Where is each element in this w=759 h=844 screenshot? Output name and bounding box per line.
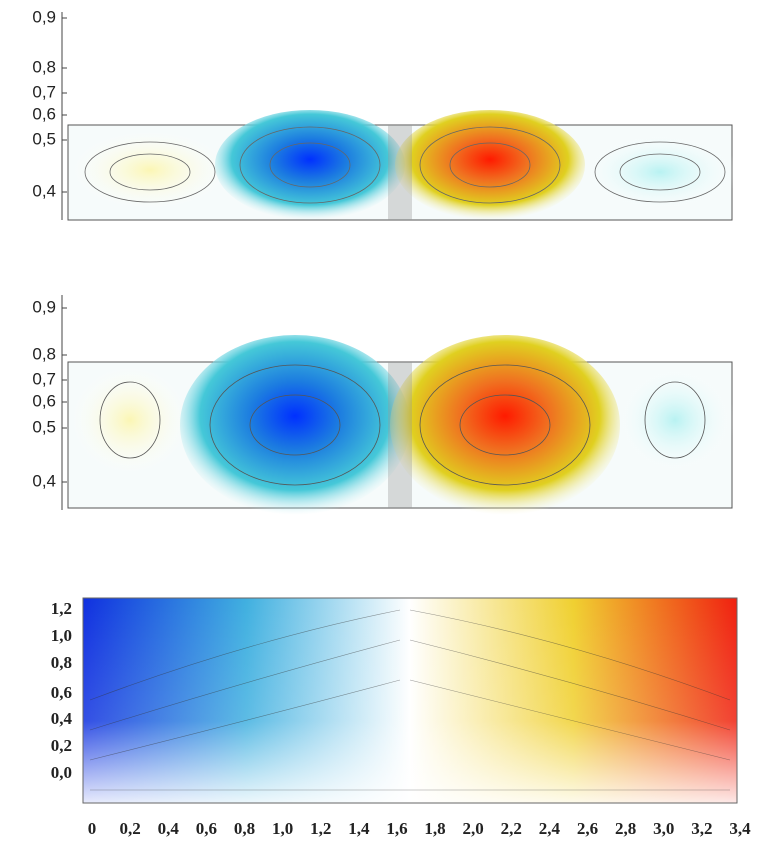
y-tick-label: 0,4	[32, 471, 56, 490]
contours	[84, 126, 726, 204]
x-tick-label: 1,6	[386, 819, 407, 838]
panel-1	[61, 12, 740, 221]
vectors	[388, 362, 412, 508]
x-tick-label: 1,0	[272, 819, 293, 838]
vortex	[580, 132, 740, 212]
y-tick-label: 0,8	[51, 653, 72, 672]
streamlines	[89, 609, 731, 791]
y-tick-label: 0,8	[32, 57, 56, 76]
x-tick-label: 2,0	[463, 819, 484, 838]
vortex	[180, 335, 410, 515]
vortex	[395, 110, 585, 220]
vortex	[390, 335, 620, 515]
x-tick-label: 2,4	[539, 819, 561, 838]
x-tick-label: 0	[88, 819, 97, 838]
vortex	[70, 365, 190, 475]
y-tick-label: 0,7	[32, 82, 56, 101]
y-tick-label: 0,4	[51, 709, 73, 728]
y-tick-label: 0,9	[32, 297, 56, 316]
y-tick-label: 0,6	[32, 104, 56, 123]
x-tick-label: 2,8	[615, 819, 636, 838]
y-tick-label: 1,0	[51, 626, 72, 645]
y-tick-label: 0,7	[32, 369, 56, 388]
y-tick-label: 0,8	[32, 344, 56, 363]
x-tick-label: 1,4	[348, 819, 370, 838]
x-tick-label: 3,2	[691, 819, 712, 838]
y-tick-label: 0,9	[32, 7, 56, 26]
y-tick-label: 0,0	[51, 763, 72, 782]
x-tick-label: 0,4	[158, 819, 180, 838]
x-tick-label: 2,6	[577, 819, 598, 838]
x-tick-label: 2,2	[501, 819, 522, 838]
y-tick-label: 0,4	[32, 181, 56, 200]
contours	[99, 364, 706, 486]
y-tick-label: 0,5	[32, 129, 56, 148]
vortex	[215, 110, 405, 220]
y-tick-label: 0,2	[51, 736, 72, 755]
x-tick-label: 0,2	[119, 819, 140, 838]
y-tick-label: 1,2	[51, 599, 72, 618]
vortex	[70, 130, 230, 210]
panel-2	[61, 295, 735, 515]
x-tick-label: 1,8	[424, 819, 445, 838]
x-tick-label: 0,8	[234, 819, 255, 838]
x-tick-label: 1,2	[310, 819, 331, 838]
panel-3	[82, 597, 738, 804]
plot-frame	[82, 597, 738, 804]
x-tick-label: 3,4	[729, 819, 751, 838]
y-tick-label: 0,6	[32, 391, 56, 410]
y-tick-label: 0,6	[51, 683, 72, 702]
y-tick-label: 0,5	[32, 417, 56, 436]
vortex	[615, 365, 735, 475]
x-tick-label: 0,6	[196, 819, 217, 838]
vectors	[388, 125, 412, 220]
x-tick-label: 3,0	[653, 819, 674, 838]
